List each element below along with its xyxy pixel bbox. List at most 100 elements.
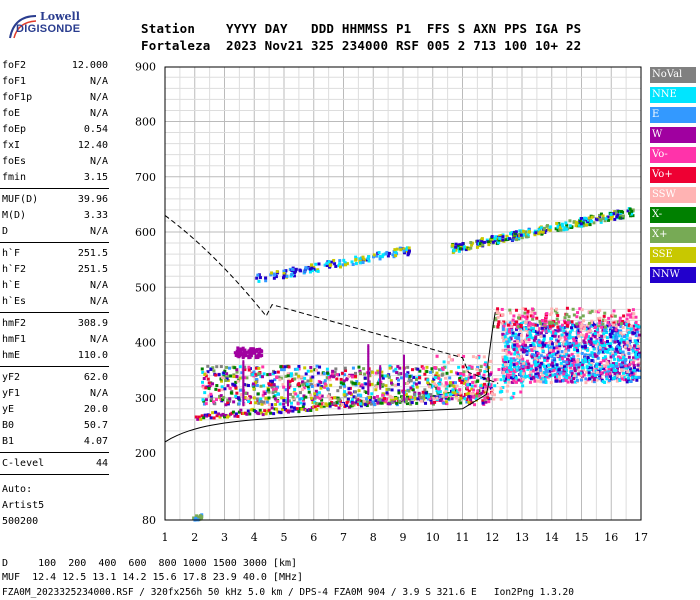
echo-point — [255, 276, 259, 280]
echo-point — [523, 311, 527, 315]
echo-point — [281, 276, 285, 280]
echo-point — [637, 375, 641, 379]
echo-point — [532, 376, 536, 380]
echo-point — [632, 324, 636, 328]
echo-point — [343, 390, 347, 394]
echo-point — [381, 253, 385, 257]
echo-point — [379, 386, 382, 390]
echo-point — [315, 364, 319, 368]
echo-point — [288, 409, 292, 413]
echo-point — [534, 367, 538, 371]
echo-point — [233, 383, 237, 387]
echo-point — [470, 384, 474, 388]
echo-point — [506, 384, 510, 388]
echo-point — [632, 312, 636, 316]
echo-point — [487, 366, 491, 370]
echo-point — [377, 251, 381, 255]
echo-point — [533, 353, 537, 357]
echo-point — [573, 366, 577, 370]
echo-point — [613, 364, 617, 368]
echo-point — [403, 377, 405, 381]
echo-point — [562, 374, 566, 378]
plot-frame — [164, 66, 642, 521]
param-key: hmE — [2, 350, 21, 361]
echo-point — [519, 333, 523, 337]
echo-point — [428, 397, 432, 401]
echo-point — [515, 368, 519, 372]
echo-point — [622, 321, 626, 325]
echo-point — [599, 218, 603, 222]
echo-point — [599, 212, 603, 216]
echo-point — [251, 373, 255, 377]
echo-point — [231, 382, 235, 386]
echo-point — [368, 398, 372, 402]
echo-point — [596, 370, 600, 374]
echo-point — [598, 365, 602, 369]
echo-point — [282, 402, 286, 406]
echo-point — [316, 268, 320, 272]
echo-point — [525, 317, 529, 321]
param-key: C-level — [2, 458, 45, 469]
echo-point — [555, 221, 559, 225]
echo-point — [301, 380, 305, 384]
param-b1: B1 4.07 — [2, 434, 108, 450]
echo-point — [288, 392, 292, 396]
param-hf: h`F 251.5 — [2, 246, 108, 262]
echo-point — [264, 412, 268, 416]
echo-point — [528, 380, 532, 384]
echo-point — [236, 351, 240, 355]
echo-point — [593, 332, 597, 336]
echo-point — [562, 342, 566, 346]
param-key: yF2 — [2, 372, 21, 383]
echo-point — [204, 374, 208, 378]
echo-point — [414, 367, 418, 371]
echo-point — [609, 335, 613, 339]
echo-point — [367, 372, 370, 376]
echo-point — [272, 395, 276, 399]
echo-point — [410, 401, 414, 405]
echo-point — [259, 350, 263, 354]
echo-point — [450, 397, 454, 401]
logo-swoosh-icon — [9, 15, 37, 39]
echo-point — [568, 342, 572, 346]
echo-point — [443, 394, 447, 398]
echo-point — [405, 374, 409, 378]
echo-point — [501, 233, 505, 237]
param-key: foEp — [2, 124, 27, 135]
echo-point — [350, 398, 354, 402]
echo-point — [391, 253, 395, 257]
param-hmf1: hmF1 N/A — [2, 332, 108, 348]
echo-point — [620, 368, 624, 372]
echo-point — [523, 321, 527, 325]
echo-point — [424, 377, 428, 381]
echo-point — [313, 383, 317, 387]
echo-point — [242, 388, 245, 392]
echo-point — [366, 257, 370, 261]
echo-point — [601, 347, 605, 351]
echo-point — [588, 311, 592, 315]
echo-point — [616, 339, 620, 343]
y-tick-label: 300 — [135, 392, 156, 405]
echo-point — [423, 388, 427, 392]
echo-point — [255, 366, 259, 370]
echo-point — [627, 348, 631, 352]
echo-point — [403, 379, 405, 383]
echo-point — [466, 385, 470, 389]
echo-point — [503, 367, 507, 371]
echo-point — [503, 380, 507, 384]
param-value: 12.000 — [71, 60, 108, 71]
echo-point — [483, 396, 487, 400]
echo-point — [367, 360, 370, 364]
echo-point — [556, 314, 560, 318]
echo-point — [572, 313, 576, 317]
echo-point — [456, 398, 460, 402]
echo-point — [489, 237, 493, 241]
echo-point — [515, 362, 519, 366]
echo-point — [607, 316, 611, 320]
echo-point — [367, 259, 371, 263]
echo-point — [561, 357, 565, 361]
echo-point — [492, 325, 496, 329]
echo-point — [606, 321, 610, 325]
echo-point — [566, 319, 570, 323]
echo-point — [284, 388, 288, 392]
